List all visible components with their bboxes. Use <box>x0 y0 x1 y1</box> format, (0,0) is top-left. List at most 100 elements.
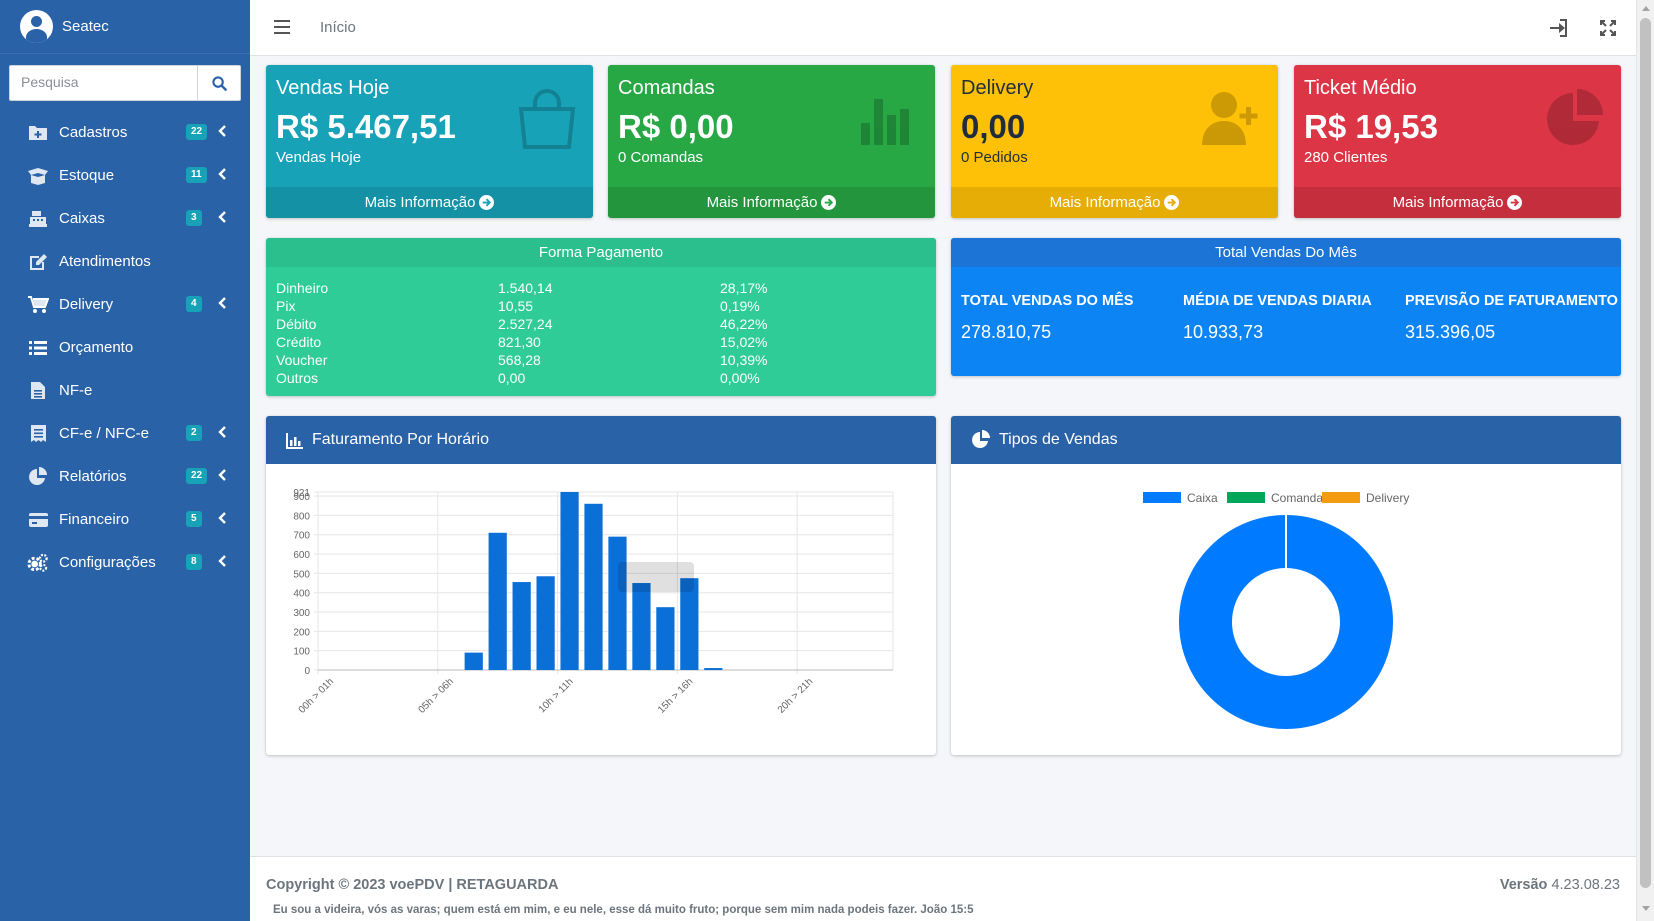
chevron-left-icon <box>218 512 226 524</box>
arrow-circle-right-icon <box>1507 195 1523 210</box>
more-info-link[interactable]: Mais Informação <box>266 187 593 218</box>
box-title: Vendas Hoje <box>276 77 390 99</box>
previsao-faturamento-col: PREVISÃO DE FATURAMENTO 315.396,05 <box>1405 293 1618 343</box>
forma-pagamento-title: Forma Pagamento <box>266 238 936 267</box>
more-info-link[interactable]: Mais Informação <box>608 187 935 218</box>
y-tick-label: 400 <box>293 589 310 600</box>
x-tick-label: 05h > 06h <box>416 676 455 715</box>
chart-pie-icon <box>972 430 990 448</box>
payment-percent: 15,02% <box>720 334 768 350</box>
sidebar-nav: Cadastros 22 Estoque 11 Caixas 3 Atendim… <box>0 111 250 584</box>
box-open-icon <box>27 166 49 186</box>
bar <box>632 583 651 670</box>
bar <box>584 503 603 670</box>
sidebar-item-orcamento[interactable]: Orçamento <box>0 326 250 369</box>
sidebar-item-delivery[interactable]: Delivery 4 <box>0 283 250 326</box>
page-scrollbar[interactable] <box>1636 0 1654 921</box>
total-vendas-col: TOTAL VENDAS DO MÊS 278.810,75 <box>961 293 1133 343</box>
y-tick-label: 900 <box>293 492 310 503</box>
box-vendas-hoje: Vendas Hoje R$ 5.467,51 Vendas Hoje Mais… <box>266 65 593 218</box>
box-subtitle: 0 Pedidos <box>961 149 1028 166</box>
tipos-vendas-card: Tipos de Vendas Caixa Comanda Delivery <box>951 416 1621 755</box>
stat-value: 278.810,75 <box>961 322 1052 342</box>
bar <box>704 668 723 670</box>
more-info-link[interactable]: Mais Informação <box>1294 187 1621 218</box>
scroll-up-arrow-icon[interactable] <box>1642 6 1650 11</box>
nav-home-link[interactable]: Início <box>320 19 356 36</box>
sidebar-item-label: Relatórios <box>59 468 127 485</box>
badge: 8 <box>186 554 202 570</box>
payment-method: Débito <box>276 316 317 332</box>
legend-swatch <box>1322 492 1360 503</box>
payment-percent: 46,22% <box>720 316 768 332</box>
badge: 5 <box>186 511 202 527</box>
edit-icon <box>27 252 49 272</box>
search-input[interactable]: Pesquisa <box>9 65 197 101</box>
badge: 11 <box>186 167 207 183</box>
bar <box>680 578 699 670</box>
stat-label: PREVISÃO DE FATURAMENTO <box>1405 293 1618 309</box>
payment-amount: 568,28 <box>498 352 541 368</box>
badge: 22 <box>186 468 208 484</box>
forma-pagamento-panel: Forma Pagamento Dinheiro 1.540,14 28,17% Pi… <box>266 238 936 396</box>
hamburger-menu-icon[interactable] <box>274 20 290 34</box>
payment-percent: 0,19% <box>720 298 760 314</box>
stat-value: 10.933,73 <box>1183 322 1264 342</box>
pie-chart-icon <box>1547 89 1603 145</box>
x-tick-label: 20h > 21h <box>776 676 815 715</box>
payment-amount: 2.527,24 <box>498 316 553 332</box>
sidebar-item-financeiro[interactable]: Financeiro 5 <box>0 498 250 541</box>
scroll-down-arrow-icon[interactable] <box>1642 906 1650 911</box>
sidebar-item-estoque[interactable]: Estoque 11 <box>0 154 250 197</box>
brand[interactable]: Seatec <box>0 0 250 54</box>
cash-register-icon <box>27 209 49 229</box>
sidebar-item-label: Orçamento <box>59 339 134 356</box>
sidebar-item-label: Configurações <box>59 554 156 571</box>
sidebar-item-cadastros[interactable]: Cadastros 22 <box>0 111 250 154</box>
payment-row: Pix 10,55 0,19% <box>276 297 926 315</box>
payment-amount: 1.540,14 <box>498 280 553 296</box>
payment-percent: 28,17% <box>720 280 768 296</box>
more-info-link[interactable]: Mais Informação <box>951 187 1278 218</box>
sidebar-item-nfe[interactable]: NF-e <box>0 369 250 412</box>
box-title: Comandas <box>618 77 715 99</box>
payment-method: Crédito <box>276 334 322 350</box>
sidebar-item-label: Estoque <box>59 167 115 184</box>
sidebar-item-label: CF-e / NFC-e <box>59 425 149 442</box>
media-vendas-col: MÉDIA DE VENDAS DIARIA 10.933,73 <box>1183 293 1372 343</box>
payment-row: Voucher 568,28 10,39% <box>276 351 926 369</box>
sidebar-item-configuracoes[interactable]: Configurações 8 <box>0 541 250 584</box>
sidebar-item-caixas[interactable]: Caixas 3 <box>0 197 250 240</box>
legend-swatch <box>1143 492 1181 503</box>
bar <box>536 576 555 670</box>
legend-label: Comanda <box>1271 491 1323 505</box>
arrow-circle-right-icon <box>821 195 837 210</box>
y-tick-label: 700 <box>293 531 310 542</box>
more-info-label: Mais Informação <box>706 194 818 211</box>
sidebar-item-label: Cadastros <box>59 124 128 141</box>
payment-method: Pix <box>276 298 296 314</box>
bar <box>512 582 531 670</box>
sidebar-item-atendimentos[interactable]: Atendimentos <box>0 240 250 283</box>
total-vendas-mes-panel: Total Vendas Do Mês TOTAL VENDAS DO MÊS … <box>951 238 1621 376</box>
search-button[interactable] <box>197 65 241 101</box>
legend-label: Caixa <box>1187 491 1218 505</box>
x-tick-label: 15h > 16h <box>656 676 695 715</box>
tipos-vendas-donut-chart: Caixa Comanda Delivery <box>1143 491 1409 729</box>
box-delivery: Delivery 0,00 0 Pedidos Mais Informação <box>951 65 1278 218</box>
sidebar-item-cfe-nfce[interactable]: CF-e / NFC-e 2 <box>0 412 250 455</box>
fullscreen-icon[interactable] <box>1598 18 1618 38</box>
y-tick-label: 800 <box>293 511 310 522</box>
card-title: Tipos de Vendas <box>999 431 1118 448</box>
scrollbar-thumb[interactable] <box>1640 18 1651 888</box>
arrow-circle-right-icon <box>479 195 495 210</box>
list-icon <box>27 338 49 358</box>
chevron-left-icon <box>218 125 226 137</box>
y-tick-label: 100 <box>293 647 310 658</box>
sidebar-item-relatorios[interactable]: Relatórios 22 <box>0 455 250 498</box>
sign-in-icon[interactable] <box>1548 18 1568 38</box>
box-subtitle: 0 Comandas <box>618 149 704 166</box>
box-value: R$ 5.467,51 <box>276 108 456 145</box>
payment-percent: 10,39% <box>720 352 768 368</box>
